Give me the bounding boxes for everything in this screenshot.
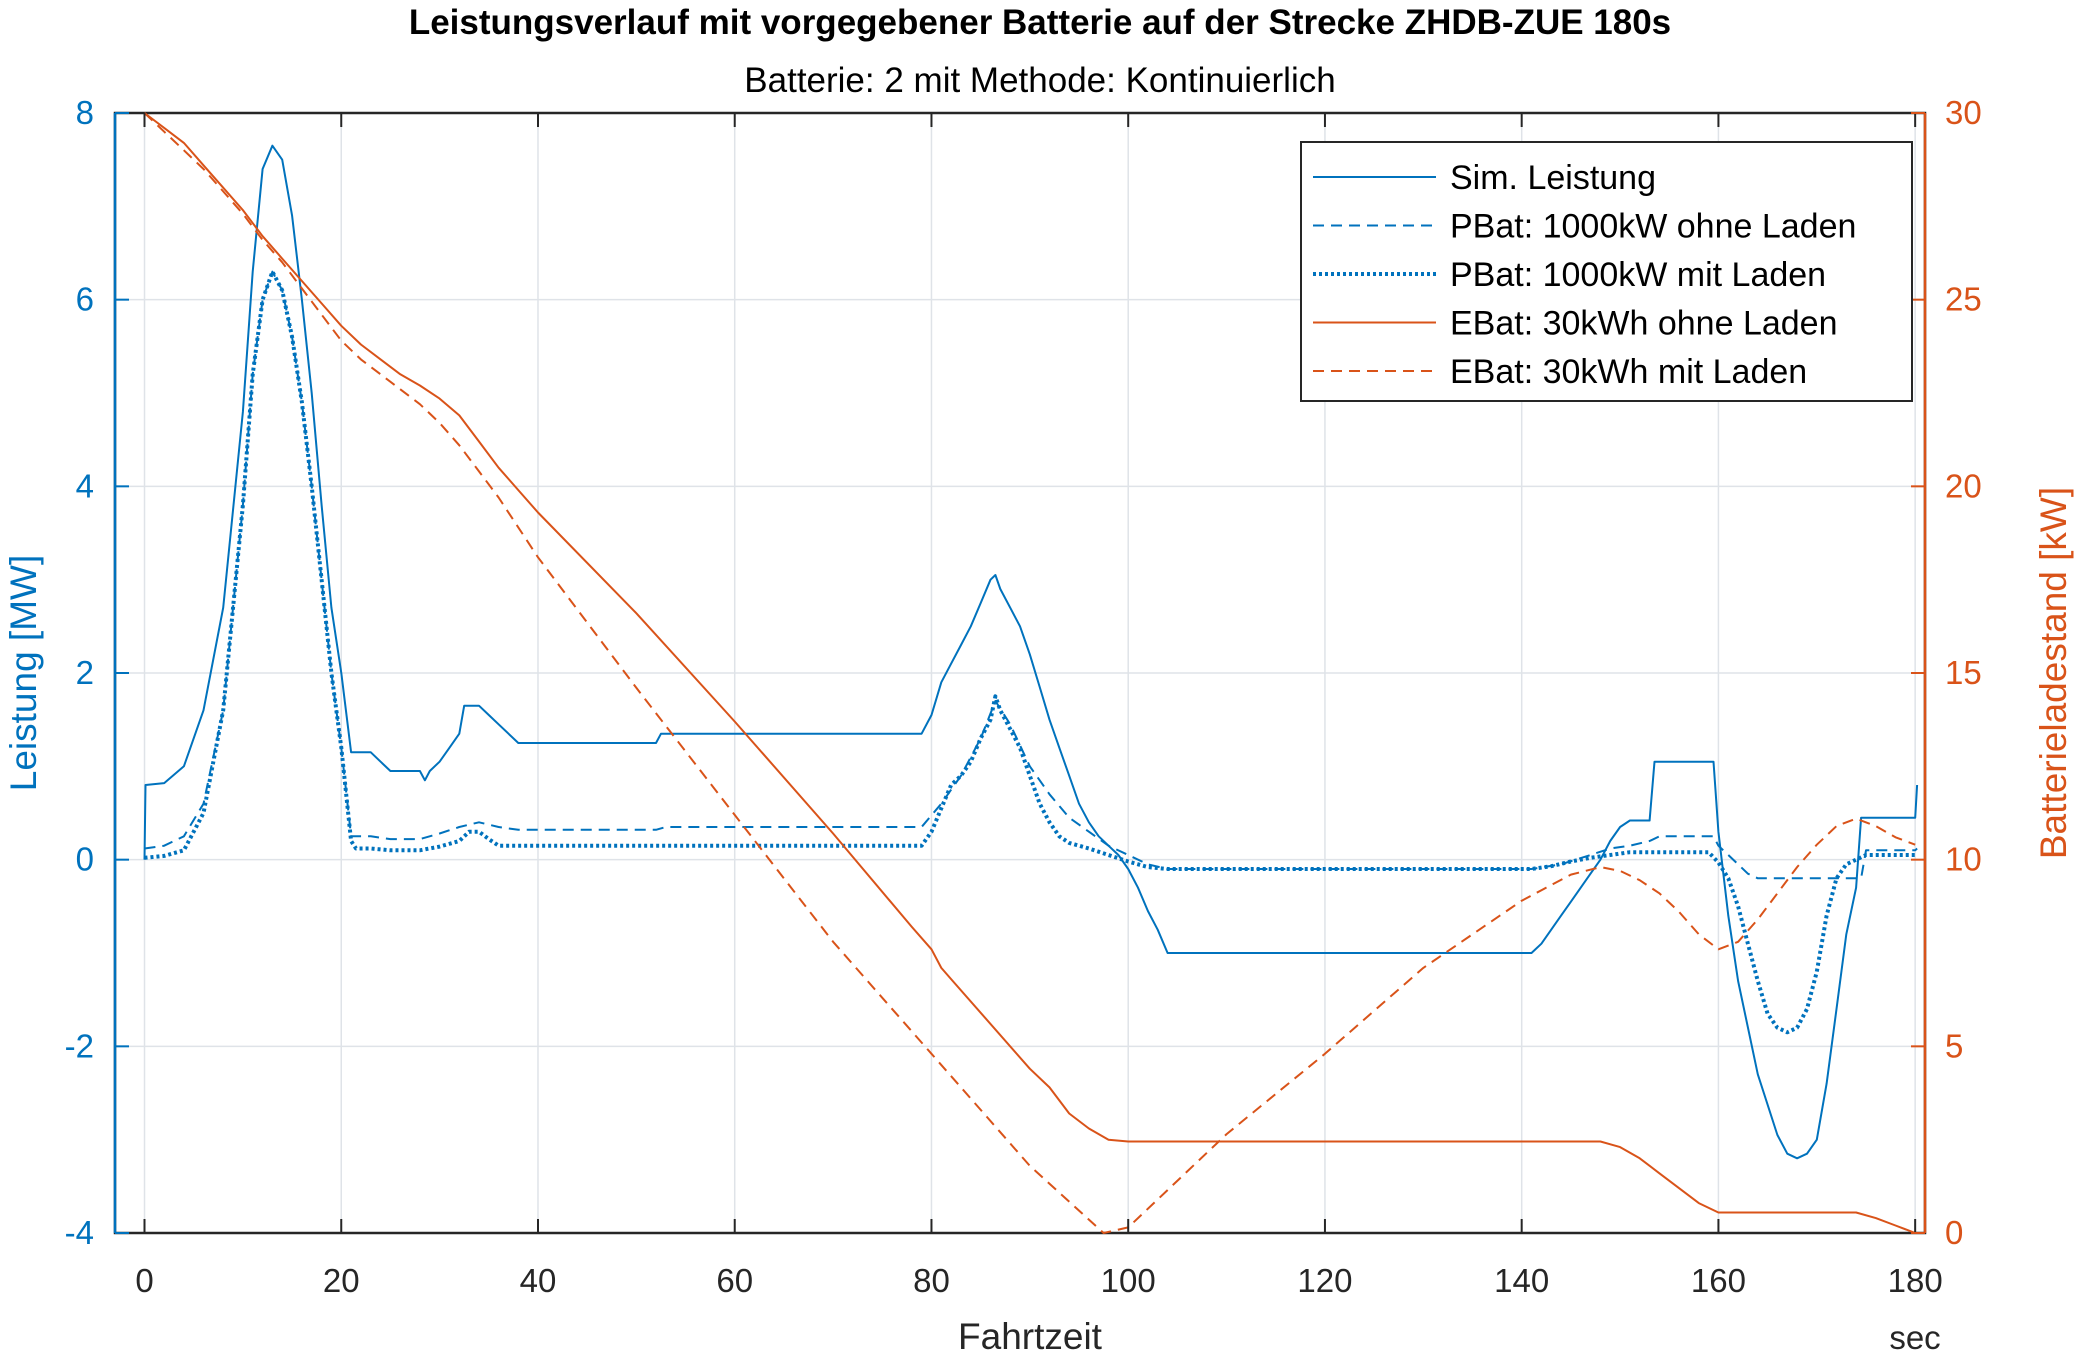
x-tick-label: 140: [1494, 1262, 1549, 1299]
left-tick-label: 4: [76, 467, 94, 504]
right-tick-label: 5: [1945, 1027, 1963, 1064]
legend-box: [1300, 141, 1913, 402]
legend-label-4: EBat: 30kWh ohne Laden: [1450, 305, 1838, 343]
x-tick-label: 160: [1691, 1262, 1746, 1299]
legend: Sim. Leistung PBat: 1000kW ohne Laden PBat…: [1300, 141, 1913, 402]
x-axis-unit: sec: [1889, 1319, 1940, 1356]
series-line-2: [144, 270, 1918, 880]
chart-subtitle: Batterie: 2 mit Methode: Kontinuierlich: [744, 61, 1335, 100]
right-tick-label: 30: [1945, 94, 1982, 131]
left-tick-label: -4: [65, 1214, 94, 1251]
left-tick-label: 6: [76, 281, 94, 318]
x-tick-label: 100: [1101, 1262, 1156, 1299]
right-tick-label: 15: [1945, 654, 1982, 691]
x-axis-label: Fahrtzeit: [958, 1316, 1103, 1356]
series-line-4: [143, 112, 1916, 1234]
series-line-1: [143, 144, 1919, 1160]
left-tick-label: 0: [76, 841, 94, 878]
x-tick-label: 120: [1297, 1262, 1352, 1299]
legend-label-2: PBat: 1000kW ohne Laden: [1450, 208, 1856, 246]
legend-label-3: PBat: 1000kW mit Laden: [1450, 256, 1826, 294]
left-tick-label: 8: [76, 94, 94, 131]
right-tick-label: 25: [1945, 281, 1982, 318]
right-tick-label: 10: [1945, 841, 1982, 878]
x-tick-label: 0: [135, 1262, 153, 1299]
chart-title: Leistungsverlauf mit vorgegebener Batter…: [409, 3, 1671, 42]
x-axis-ticks: 0 20 40 60 80 100 120 140 160 180: [135, 113, 1943, 1299]
x-tick-label: 180: [1888, 1262, 1943, 1299]
series-line-3: [144, 269, 1916, 1035]
series-group: [143, 112, 1919, 1234]
right-tick-label: 20: [1945, 467, 1982, 504]
legend-label-1: Sim. Leistung: [1450, 159, 1656, 197]
x-tick-label: 60: [716, 1262, 753, 1299]
left-tick-label: 2: [76, 654, 94, 691]
left-axis-label: Leistung [MW]: [3, 555, 44, 791]
x-tick-label: 20: [323, 1262, 360, 1299]
x-tick-label: 80: [913, 1262, 950, 1299]
right-axis-ticks: 0 5 10 15 20 25 30: [1911, 94, 1982, 1251]
left-tick-label: -2: [65, 1027, 94, 1064]
x-tick-label: 40: [520, 1262, 557, 1299]
legend-label-5: EBat: 30kWh mit Laden: [1450, 353, 1807, 391]
right-tick-label: 0: [1945, 1214, 1963, 1251]
right-axis-label: Batterieladestand [kW]: [2033, 487, 2074, 859]
left-axis-ticks: -4 -2 0 2 4 6 8: [65, 94, 129, 1251]
series-line-5: [143, 112, 1916, 1234]
